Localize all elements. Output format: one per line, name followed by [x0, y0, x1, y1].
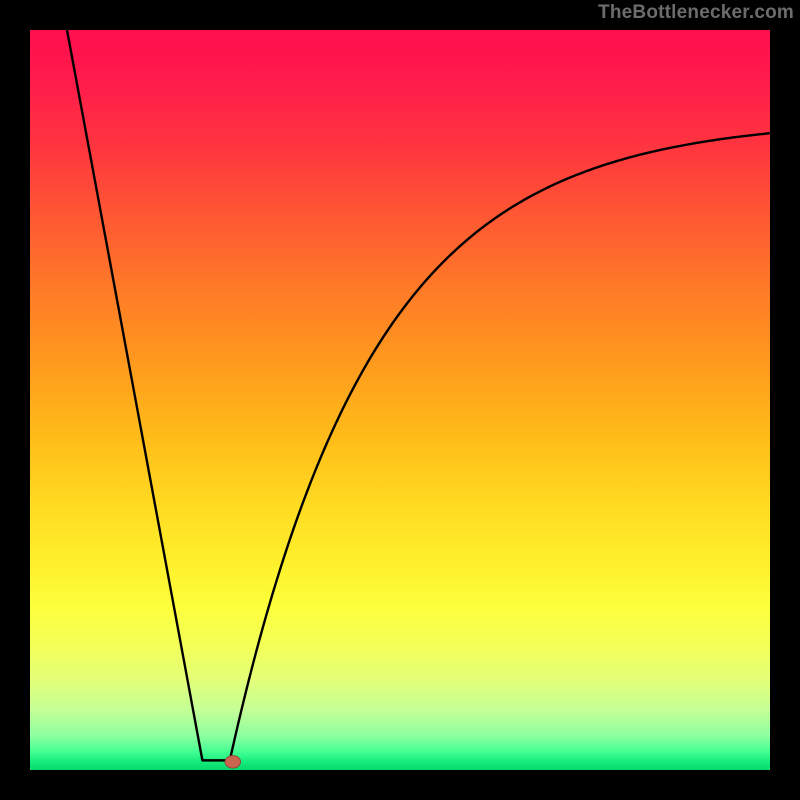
optimal-point-marker — [225, 756, 241, 769]
bottleneck-chart — [0, 0, 800, 800]
plot-gradient-area — [30, 30, 770, 770]
chart-container: TheBottlenecker.com — [0, 0, 800, 800]
